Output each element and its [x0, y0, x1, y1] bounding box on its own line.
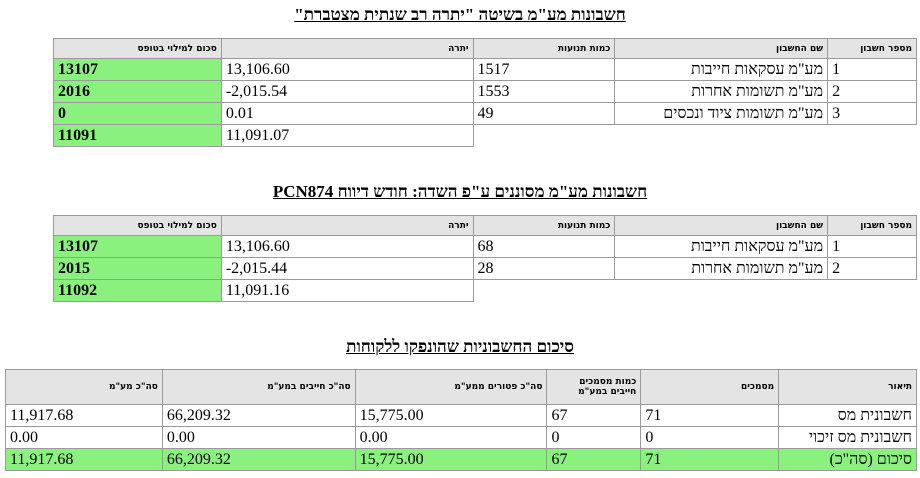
total-form-amount: 11091	[53, 124, 222, 147]
section1-table: מספר חשבון שם החשבון כמות תנועות יתרה סכ…	[53, 38, 917, 147]
cell-count: 68	[472, 235, 616, 258]
cell-vat-total: 11,917.68	[5, 404, 163, 427]
cell-description: חשבונית מס	[778, 404, 917, 427]
cell-account-no: 2	[827, 257, 917, 280]
section3-title: סיכום החשבוניות שהונפקו ללקוחות	[346, 337, 574, 356]
table-row: חשבונית מס זיכוי 0 0 0.00 0.00 0.00	[5, 426, 917, 449]
header-count: כמות תנועות	[472, 38, 616, 59]
cell-taxable-total: 66,209.32	[161, 448, 356, 471]
cell-balance: 0.01	[220, 102, 474, 125]
header-account-no: מספר חשבון	[827, 215, 917, 236]
total-balance: 11,091.16	[220, 279, 474, 302]
cell-vat-total: 0.00	[5, 426, 163, 449]
cell-count: 28	[472, 257, 616, 280]
header-account-name: שם החשבון	[614, 215, 829, 236]
total-form-amount: 11092	[53, 279, 222, 302]
header-account-no: מספר חשבון	[827, 38, 917, 59]
cell-balance: -2,015.44	[220, 257, 474, 280]
cell-vat-docs: 67	[546, 448, 642, 471]
cell-account-no: 2	[827, 80, 917, 103]
total-row: 11,091.07 11091	[53, 124, 917, 147]
cell-taxable-total: 0.00	[161, 426, 356, 449]
header-account-name: שם החשבון	[614, 38, 829, 59]
cell-balance: 13,106.60	[220, 58, 474, 81]
section2-table: מספר חשבון שם החשבון כמות תנועות יתרה סכ…	[53, 215, 917, 302]
cell-vat-total: 11,917.68	[5, 448, 163, 471]
cell-account-name: מע"מ תשומות ציוד ונכסים	[614, 102, 829, 125]
cell-balance: -2,015.54	[220, 80, 474, 103]
cell-count: 49	[472, 102, 616, 125]
cell-account-name: מע"מ תשומות אחרות	[614, 80, 829, 103]
table-header-row: מספר חשבון שם החשבון כמות תנועות יתרה סכ…	[53, 215, 917, 236]
header-balance: יתרה	[220, 38, 474, 59]
section1-title: חשבונות מע"מ בשיטה "יתרה רב שנתית מצטברת…	[294, 5, 626, 24]
cell-vat-docs: 67	[546, 404, 642, 427]
header-documents: מסמכים	[640, 369, 780, 405]
section3-table: תיאור מסמכים כמות מסמכים חייבים במע"מ סה…	[5, 369, 917, 471]
cell-documents: 0	[640, 426, 780, 449]
header-count: כמות תנועות	[472, 215, 616, 236]
cell-balance: 13,106.60	[220, 235, 474, 258]
table-header-row: תיאור מסמכים כמות מסמכים חייבים במע"מ סה…	[5, 369, 917, 405]
cell-taxable-total: 66,209.32	[161, 404, 356, 427]
cell-form-amount: 13107	[53, 235, 222, 258]
cell-exempt-total: 0.00	[354, 426, 548, 449]
table-row: 2 מע"מ תשומות אחרות 28 -2,015.44 2015	[53, 257, 917, 280]
header-balance: יתרה	[220, 215, 474, 236]
cell-documents: 71	[640, 448, 780, 471]
table-row: 1 מע"מ עסקאות חייבות 68 13,106.60 13107	[53, 235, 917, 258]
cell-exempt-total: 15,775.00	[354, 404, 548, 427]
table-row: 3 מע"מ תשומות ציוד ונכסים 49 0.01 0	[53, 102, 917, 125]
header-form-amount: סכום למילוי בטופס	[53, 38, 222, 59]
header-description: תיאור	[778, 369, 917, 405]
total-row: 11,091.16 11092	[53, 279, 917, 302]
cell-account-name: מע"מ תשומות אחרות	[614, 257, 829, 280]
cell-documents: 71	[640, 404, 780, 427]
total-balance: 11,091.07	[220, 124, 474, 147]
cell-form-amount: 0	[53, 102, 222, 125]
cell-count: 1517	[472, 58, 616, 81]
cell-form-amount: 2015	[53, 257, 222, 280]
cell-description: חשבונית מס זיכוי	[778, 426, 917, 449]
header-vat-total: סה"כ מע"מ	[5, 369, 163, 405]
table-row: 1 מע"מ עסקאות חייבות 1517 13,106.60 1310…	[53, 58, 917, 81]
table-header-row: מספר חשבון שם החשבון כמות תנועות יתרה סכ…	[53, 38, 917, 59]
section2-title: חשבונות מע"מ מסוננים ע"פ השדה: חודש דיוו…	[272, 182, 648, 201]
cell-count: 1553	[472, 80, 616, 103]
cell-vat-docs: 0	[546, 426, 642, 449]
summary-row: סיכום (סה"כ) 71 67 15,775.00 66,209.32 1…	[5, 448, 917, 471]
cell-account-no: 1	[827, 235, 917, 258]
table-row: 2 מע"מ תשומות אחרות 1553 -2,015.54 2016	[53, 80, 917, 103]
cell-account-no: 1	[827, 58, 917, 81]
cell-form-amount: 13107	[53, 58, 222, 81]
cell-account-name: מע"מ עסקאות חייבות	[614, 235, 829, 258]
cell-exempt-total: 15,775.00	[354, 448, 548, 471]
header-vat-docs: כמות מסמכים חייבים במע"מ	[546, 369, 642, 405]
table-row: חשבונית מס 71 67 15,775.00 66,209.32 11,…	[5, 404, 917, 427]
cell-account-no: 3	[827, 102, 917, 125]
header-form-amount: סכום למילוי בטופס	[53, 215, 222, 236]
header-taxable-total: סה"כ חייבים במע"מ	[161, 369, 356, 405]
header-exempt-total: סה"כ פטורים ממע"מ	[354, 369, 548, 405]
cell-form-amount: 2016	[53, 80, 222, 103]
cell-account-name: מע"מ עסקאות חייבות	[614, 58, 829, 81]
cell-description: סיכום (סה"כ)	[778, 448, 917, 471]
